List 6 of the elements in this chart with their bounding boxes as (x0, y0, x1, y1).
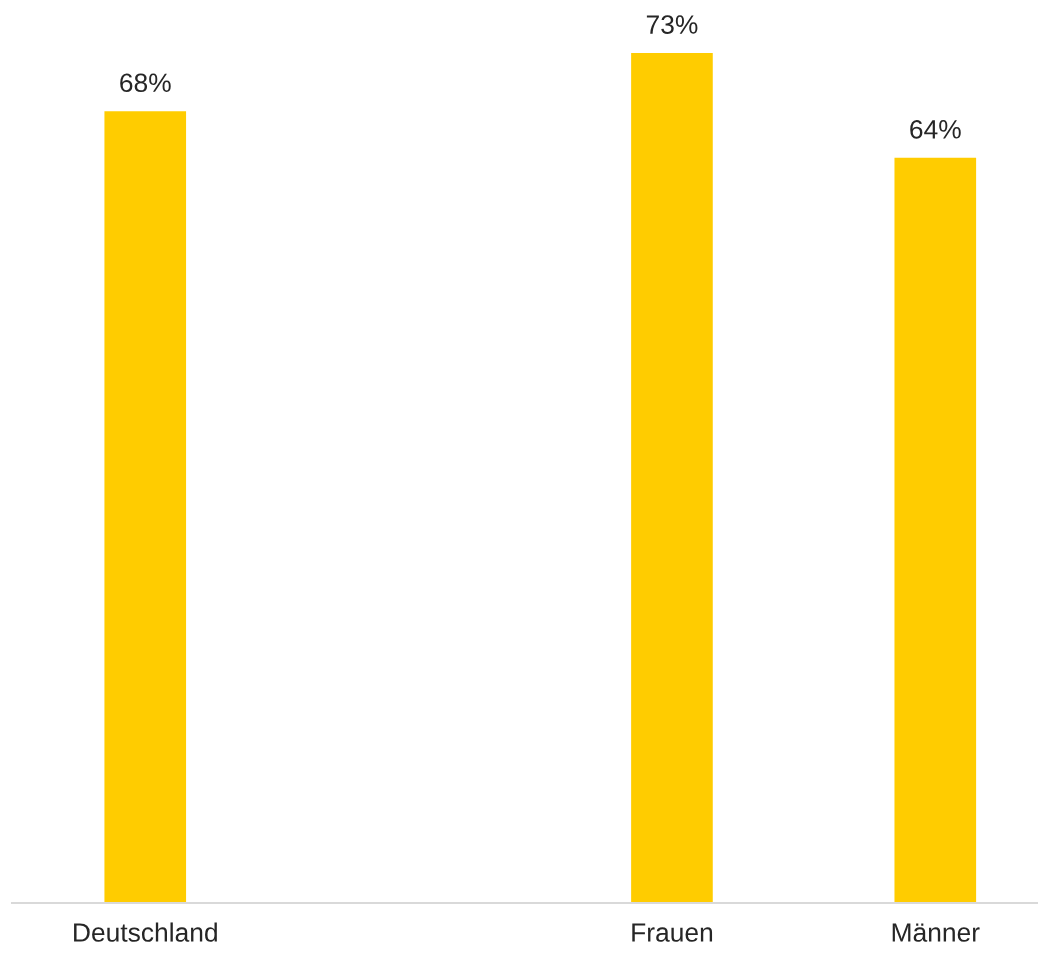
data-label: 73% (646, 15, 698, 34)
x-tick-label: Männer (892, 923, 980, 942)
x-tick-label: Deutschland (74, 922, 217, 942)
data-label: 64% (910, 120, 961, 139)
x-tick-label: Frauen (632, 923, 713, 942)
data-label: 68% (120, 73, 171, 93)
